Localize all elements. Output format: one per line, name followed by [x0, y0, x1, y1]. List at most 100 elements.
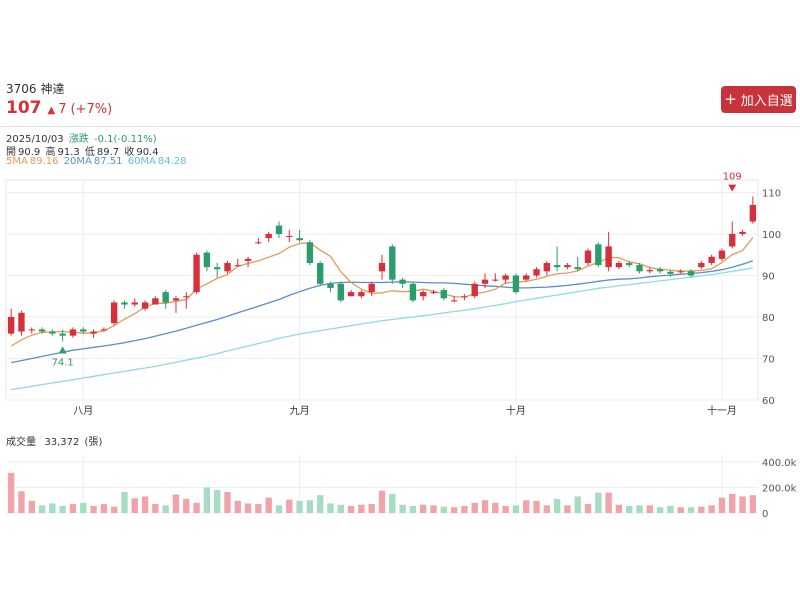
- stock-price: 107: [6, 98, 42, 118]
- info-change-value: -0.1(-0.11%): [94, 134, 157, 145]
- candle-body: [347, 292, 355, 297]
- candle-body: [49, 331, 56, 334]
- volume-bar: [152, 504, 159, 513]
- volume-bar: [574, 496, 581, 513]
- high-marker-icon: [728, 184, 737, 192]
- candle-body: [131, 302, 138, 305]
- candle-body: [368, 283, 375, 293]
- candle-body: [141, 302, 149, 309]
- candle-body: [420, 292, 427, 297]
- volume-bar: [213, 490, 221, 513]
- candle-body: [399, 279, 406, 284]
- y-tick-label: 60: [762, 396, 775, 407]
- volume-bar: [430, 505, 437, 513]
- volume-bar: [739, 496, 746, 513]
- volume-bar: [121, 491, 128, 513]
- low-label: 低: [84, 147, 95, 158]
- volume-bar: [100, 504, 108, 513]
- close-label: 收: [124, 147, 135, 158]
- candle-body: [90, 331, 97, 334]
- candle-body: [636, 265, 643, 272]
- volume-bar: [347, 505, 355, 513]
- volume-bar: [183, 498, 190, 513]
- candle-body: [110, 302, 118, 324]
- candle-body: [203, 252, 211, 268]
- volume-bar: [502, 505, 509, 513]
- candle-body: [461, 296, 468, 298]
- volume-bar: [162, 505, 169, 513]
- candle-body: [708, 256, 715, 264]
- volume-bar: [729, 493, 736, 513]
- ma5-value: 89.16: [29, 156, 59, 167]
- candle-body: [296, 238, 303, 241]
- volume-bar: [286, 499, 293, 513]
- volume-bar: [646, 505, 654, 513]
- volume-bar: [275, 505, 283, 513]
- vol-y-tick-label: 0: [762, 509, 768, 520]
- candle-body: [244, 258, 252, 261]
- candle-body: [327, 283, 334, 288]
- add-to-watchlist-button[interactable]: + 加入自選: [721, 86, 796, 113]
- y-tick-label: 100: [762, 230, 781, 241]
- y-tick-label: 80: [762, 313, 775, 324]
- volume-bar: [512, 505, 520, 513]
- volume-bar: [306, 500, 314, 513]
- volume-bar: [255, 504, 262, 513]
- volume-bar: [481, 500, 489, 513]
- candle-body: [481, 279, 489, 284]
- volume-bar: [316, 495, 324, 513]
- ma20-line: [11, 260, 754, 364]
- ma60-line: [11, 267, 753, 391]
- volume-bar: [523, 500, 530, 513]
- volume-bar: [667, 505, 674, 513]
- candle-body: [523, 275, 530, 280]
- volume-bar: [141, 496, 149, 513]
- volume-bar: [80, 502, 87, 513]
- candle-body: [749, 204, 757, 222]
- volume-bar: [234, 500, 241, 513]
- ma20-label: 20MA: [63, 156, 92, 167]
- candle-body: [409, 283, 417, 301]
- info-row-ma: 5MA 89.16 20MA 87.51 60MA 84.28: [6, 156, 189, 167]
- candle-body: [543, 263, 551, 272]
- volume-bar: [543, 505, 551, 513]
- volume-bar: [172, 494, 180, 513]
- volume-bar: [677, 507, 684, 513]
- volume-bar: [18, 491, 25, 513]
- volume-bar: [224, 491, 231, 513]
- low-label: 74.1: [52, 357, 74, 368]
- candle-body: [656, 269, 664, 272]
- volume-bar: [492, 502, 499, 513]
- candle-body: [265, 233, 272, 239]
- info-row-ohlc: 開 90.9 高 91.3 低 89.7 收 90.4: [6, 143, 161, 158]
- volume-bar: [718, 497, 726, 513]
- volume-bar: [605, 492, 612, 513]
- plus-icon: +: [724, 90, 737, 108]
- candle-body: [430, 292, 437, 294]
- volume-bar: [69, 504, 77, 513]
- volume-bar: [358, 504, 365, 513]
- candle-body: [389, 246, 396, 280]
- volume-info: 成交量 33,372 (張): [6, 433, 104, 448]
- low-marker-icon: [58, 346, 67, 354]
- volume-bar: [193, 502, 200, 513]
- candle-body: [234, 265, 241, 267]
- volume-bar: [461, 505, 468, 513]
- volume-bar: [553, 498, 561, 513]
- volume-bar: [38, 505, 46, 513]
- high-value: 91.3: [57, 147, 80, 158]
- volume-bar: [49, 503, 56, 513]
- candle-body: [28, 329, 35, 331]
- open-label: 開: [6, 147, 16, 158]
- volume-bar: [440, 506, 448, 513]
- candle-body: [450, 300, 458, 302]
- ma5-line: [10, 237, 754, 347]
- candle-body: [337, 283, 344, 301]
- x-tick-label: 八月: [73, 405, 93, 417]
- price-change-pct: (+7%): [70, 102, 113, 117]
- stock-code: 3706: [6, 82, 37, 96]
- volume-unit: (張): [84, 437, 103, 448]
- candle-body: [677, 271, 684, 273]
- vol-y-tick-label: 200.0k: [762, 484, 797, 495]
